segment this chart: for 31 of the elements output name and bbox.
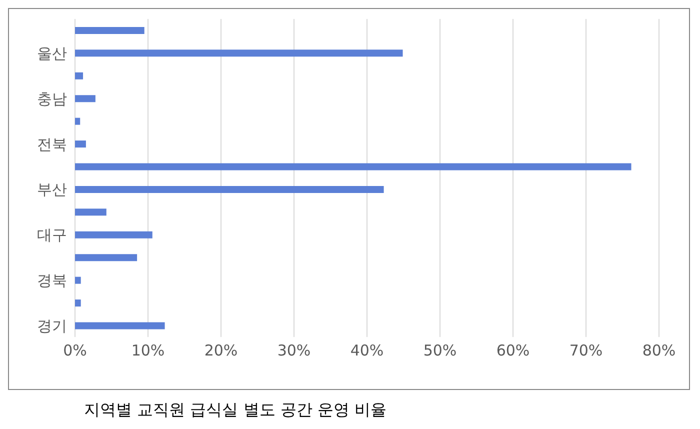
x-tick-label: 30% [277, 342, 311, 360]
x-tick-label: 0% [63, 342, 87, 360]
x-tick-label: 80% [642, 342, 676, 360]
x-tick-label: 40% [350, 342, 384, 360]
bar [75, 276, 81, 284]
text: 지역별 교직원 급식실 별도 공간 운영 비율 [84, 400, 388, 421]
x-tick-label: 10% [131, 342, 165, 360]
y-tick-label: 부산 [37, 180, 67, 199]
x-tick-label: 60% [496, 342, 530, 360]
bar [75, 208, 106, 216]
bar [75, 26, 144, 34]
y-tick-label: 경북 [37, 272, 67, 290]
bar [75, 186, 384, 193]
y-tick-label: 전북 [37, 135, 67, 154]
bar [75, 95, 96, 102]
y-tick-label: 울산 [37, 44, 67, 62]
bar [75, 163, 632, 170]
bar [75, 118, 80, 125]
y-tick-label: 경기 [37, 316, 67, 335]
bar [75, 322, 165, 330]
bar [75, 231, 152, 238]
bar [75, 50, 403, 57]
bar [75, 300, 81, 307]
x-tick-label: 70% [569, 342, 603, 360]
x-tick-label: 50% [423, 342, 457, 360]
bar [75, 140, 86, 148]
bar [75, 254, 138, 262]
bar [75, 72, 84, 80]
y-tick-label: 대구 [37, 226, 67, 244]
x-tick-label: 20% [204, 342, 238, 360]
y-tick-label: 충남 [37, 90, 67, 108]
